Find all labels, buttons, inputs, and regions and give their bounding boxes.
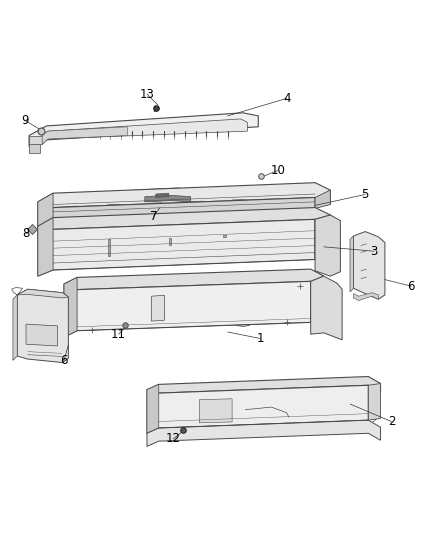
Polygon shape <box>64 281 311 337</box>
Polygon shape <box>29 135 42 147</box>
Polygon shape <box>350 236 353 292</box>
Polygon shape <box>13 295 17 360</box>
Polygon shape <box>38 193 53 227</box>
Polygon shape <box>147 420 381 446</box>
Polygon shape <box>42 119 247 144</box>
Polygon shape <box>311 276 342 340</box>
Text: 3: 3 <box>370 245 378 258</box>
Polygon shape <box>315 190 330 208</box>
Polygon shape <box>38 198 315 227</box>
Polygon shape <box>353 231 385 299</box>
Polygon shape <box>64 277 77 337</box>
Polygon shape <box>38 220 315 276</box>
Polygon shape <box>17 289 68 362</box>
Text: 6: 6 <box>60 354 68 367</box>
Text: 7: 7 <box>150 210 157 223</box>
Text: 9: 9 <box>21 114 28 127</box>
Text: 6: 6 <box>407 280 415 293</box>
Text: 2: 2 <box>388 415 395 428</box>
Circle shape <box>104 300 123 319</box>
Text: 10: 10 <box>271 164 286 177</box>
Polygon shape <box>64 269 324 296</box>
Text: 11: 11 <box>111 328 126 341</box>
Polygon shape <box>42 127 127 144</box>
Polygon shape <box>38 217 53 276</box>
Polygon shape <box>223 235 226 237</box>
Polygon shape <box>315 215 330 260</box>
Polygon shape <box>17 289 68 298</box>
Polygon shape <box>29 144 40 153</box>
Polygon shape <box>147 385 368 433</box>
Text: 5: 5 <box>362 188 369 201</box>
Text: 12: 12 <box>166 432 180 446</box>
Polygon shape <box>368 384 381 420</box>
Polygon shape <box>26 324 57 346</box>
Polygon shape <box>199 399 232 423</box>
Polygon shape <box>353 293 378 301</box>
Polygon shape <box>151 295 164 321</box>
Text: 8: 8 <box>22 227 30 240</box>
Polygon shape <box>169 238 171 245</box>
Polygon shape <box>134 188 188 201</box>
Polygon shape <box>179 198 188 211</box>
Polygon shape <box>38 183 330 216</box>
Polygon shape <box>315 215 340 276</box>
Polygon shape <box>147 384 159 433</box>
Text: 4: 4 <box>283 92 290 105</box>
Polygon shape <box>38 207 330 238</box>
Polygon shape <box>147 376 381 398</box>
Polygon shape <box>145 195 191 202</box>
Polygon shape <box>311 276 324 322</box>
Text: 1: 1 <box>257 332 264 345</box>
Polygon shape <box>155 193 169 198</box>
Polygon shape <box>134 196 179 211</box>
Polygon shape <box>108 239 110 256</box>
Polygon shape <box>29 113 258 147</box>
Text: 13: 13 <box>140 87 155 101</box>
